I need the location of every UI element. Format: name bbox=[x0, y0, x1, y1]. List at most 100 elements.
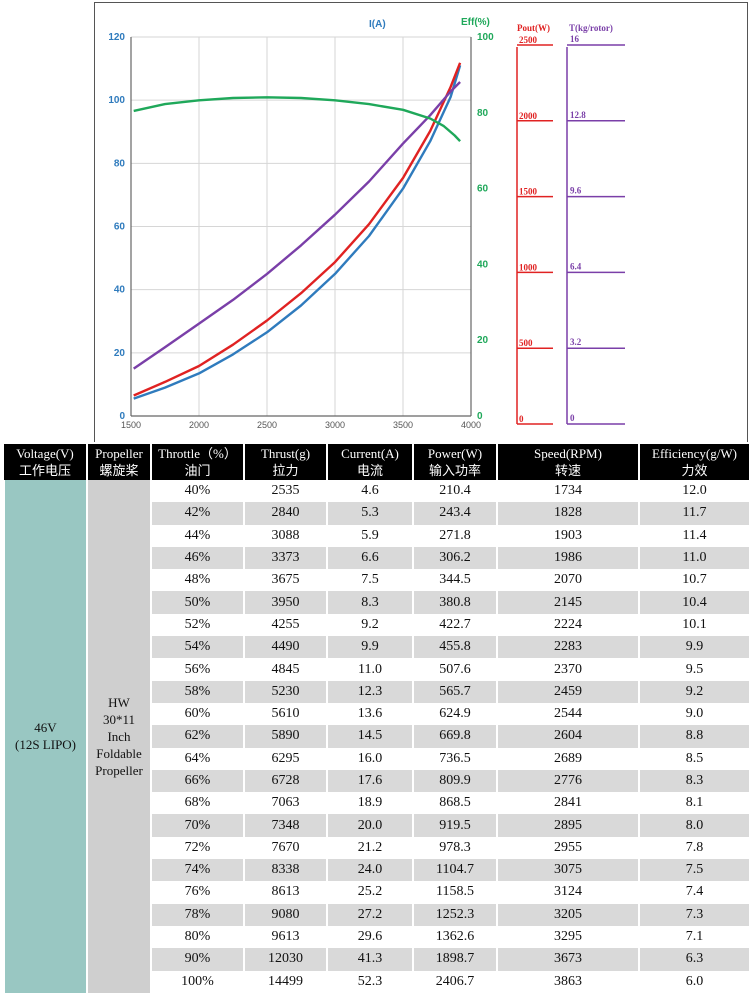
series-line-right bbox=[133, 96, 461, 143]
table-cell: 5.3 bbox=[326, 502, 413, 525]
table-cell: 9.5 bbox=[638, 658, 749, 681]
table-cell: 7.4 bbox=[638, 881, 749, 904]
table-row: 58% 5230 12.3 565.7 2459 9.2 bbox=[4, 680, 749, 703]
thrust-axis-title: T(kg/rotor) bbox=[569, 23, 613, 33]
table-cell: 3675 bbox=[243, 569, 327, 592]
table-cell: 20.0 bbox=[326, 814, 413, 837]
table-row: 48% 3675 7.5 344.5 2070 10.7 bbox=[4, 569, 749, 592]
table-cell: 978.3 bbox=[412, 836, 497, 860]
table-cell: 1898.7 bbox=[412, 948, 497, 971]
thrust-tick-label: 3.2 bbox=[570, 337, 582, 347]
table-cell: 3088 bbox=[243, 524, 327, 547]
power-tick-label: 1000 bbox=[519, 262, 538, 272]
x-tick-label: 2000 bbox=[189, 420, 209, 430]
table-cell: 2544 bbox=[496, 702, 639, 726]
table-cell: 5.9 bbox=[326, 524, 413, 547]
column-header-line: Propeller bbox=[95, 446, 143, 461]
left-tick-label: 20 bbox=[114, 348, 126, 359]
left-tick-label: 0 bbox=[119, 411, 125, 422]
x-tick-label: 3000 bbox=[325, 420, 345, 430]
table-cell: 14499 bbox=[243, 970, 327, 993]
table-cell: 9.9 bbox=[326, 636, 413, 659]
right-axis-title: Eff(%) bbox=[461, 17, 490, 28]
power-tick-label: 500 bbox=[519, 338, 533, 348]
table-cell: 7063 bbox=[243, 792, 327, 815]
power-tick-label: 2500 bbox=[519, 35, 538, 45]
table-cell: 624.9 bbox=[412, 702, 497, 726]
table-cell: 4255 bbox=[243, 613, 327, 637]
performance-table: Voltage(V) 工作电压 Propeller 螺旋桨 Throttle（%） 油门 T… bbox=[3, 444, 749, 993]
table-cell: 2955 bbox=[496, 836, 639, 860]
table-cell: 10.4 bbox=[638, 591, 749, 614]
table-cell: 3863 bbox=[496, 970, 639, 993]
table-cell: 21.2 bbox=[326, 836, 413, 860]
table-cell: 9.9 bbox=[638, 636, 749, 659]
table-cell: 3950 bbox=[243, 591, 327, 614]
column-header-line: Power(W) bbox=[427, 446, 483, 461]
table-cell: 29.6 bbox=[326, 925, 413, 949]
thrust-tick-label: 6.4 bbox=[570, 261, 582, 271]
table-cell: 46% bbox=[150, 546, 244, 570]
table-cell: 1158.5 bbox=[412, 881, 497, 904]
table-cell: 27.2 bbox=[326, 903, 413, 926]
table-row: 74% 8338 24.0 1104.7 3075 7.5 bbox=[4, 859, 749, 882]
table-cell: 507.6 bbox=[412, 658, 497, 681]
x-tick-label: 2500 bbox=[257, 420, 277, 430]
table-cell: 1734 bbox=[496, 480, 639, 503]
table-row: 66% 6728 17.6 809.9 2776 8.3 bbox=[4, 769, 749, 793]
table-cell: 6295 bbox=[243, 747, 327, 770]
table-cell: 3205 bbox=[496, 903, 639, 926]
table-cell: 68% bbox=[150, 792, 244, 815]
table-cell: 2604 bbox=[496, 725, 639, 748]
table-cell: 2840 bbox=[243, 502, 327, 525]
table-cell: 455.8 bbox=[412, 636, 497, 659]
voltage-line: (12S LIPO) bbox=[14, 737, 77, 753]
table-cell: 4490 bbox=[243, 636, 327, 659]
table-header-row: Voltage(V) 工作电压 Propeller 螺旋桨 Throttle（%） 油门 T… bbox=[4, 444, 749, 480]
table-cell: 74% bbox=[150, 859, 244, 882]
table-cell: 9.0 bbox=[638, 702, 749, 726]
table-cell: 2689 bbox=[496, 747, 639, 770]
table-cell: 2070 bbox=[496, 569, 639, 592]
table-cell: 52.3 bbox=[326, 970, 413, 993]
table-cell: 7.3 bbox=[638, 903, 749, 926]
table-row: 46V (12S LIPO) HW 30*11 Inch Foldable Propelle… bbox=[3, 480, 749, 993]
table-cell: 1104.7 bbox=[412, 859, 497, 882]
table-cell: 80% bbox=[150, 925, 244, 949]
table-cell: 14.5 bbox=[326, 725, 413, 748]
series-line-thrust bbox=[133, 81, 461, 370]
power-tick-label: 0 bbox=[519, 414, 524, 424]
thrust-tick-label: 12.8 bbox=[570, 110, 586, 120]
table-cell: 1828 bbox=[496, 502, 639, 525]
power-tick-label: 2000 bbox=[519, 111, 538, 121]
chart-svg: 1500 2000 2500 3000 3500 40000204060801001200… bbox=[108, 17, 625, 430]
table-cell: 2459 bbox=[496, 680, 639, 703]
table-row: 80% 9613 29.6 1362.6 3295 7.1 bbox=[4, 925, 749, 949]
table-cell: 16.0 bbox=[326, 747, 413, 770]
table-row: 44% 3088 5.9 271.8 1903 11.4 bbox=[4, 524, 749, 547]
table-row: 90% 12030 41.3 1898.7 3673 6.3 bbox=[4, 948, 749, 971]
column-header: Voltage(V) 工作电压 bbox=[4, 444, 87, 480]
x-tick-label: 4000 bbox=[461, 420, 481, 430]
right-tick-label: 20 bbox=[477, 335, 489, 346]
left-tick-label: 80 bbox=[114, 158, 126, 169]
table-cell: 2535 bbox=[243, 480, 327, 503]
left-tick-label: 40 bbox=[114, 285, 126, 296]
propeller-line: Propeller bbox=[95, 762, 143, 778]
table-row: 52% 4255 9.2 422.7 2224 10.1 bbox=[4, 613, 749, 637]
table-cell: 12.0 bbox=[638, 480, 749, 503]
table-cell: 25.2 bbox=[326, 881, 413, 904]
column-header: Propeller 螺旋桨 bbox=[86, 444, 151, 480]
column-header: Speed(RPM) 转速 bbox=[496, 444, 639, 480]
left-axis-title: I(A) bbox=[369, 19, 386, 30]
table-cell: 7348 bbox=[243, 814, 327, 837]
table-cell: 11.0 bbox=[638, 546, 749, 570]
table-cell: 6.6 bbox=[326, 546, 413, 570]
voltage-cell: 46V (12S LIPO) bbox=[3, 480, 87, 993]
voltage-line: 46V bbox=[34, 720, 57, 736]
series-line-left bbox=[133, 65, 462, 400]
table-row: 68% 7063 18.9 868.5 2841 8.1 bbox=[4, 792, 749, 815]
table-row: 76% 8613 25.2 1158.5 3124 7.4 bbox=[4, 881, 749, 904]
table-cell: 3673 bbox=[496, 948, 639, 971]
table-cell: 10.7 bbox=[638, 569, 749, 592]
